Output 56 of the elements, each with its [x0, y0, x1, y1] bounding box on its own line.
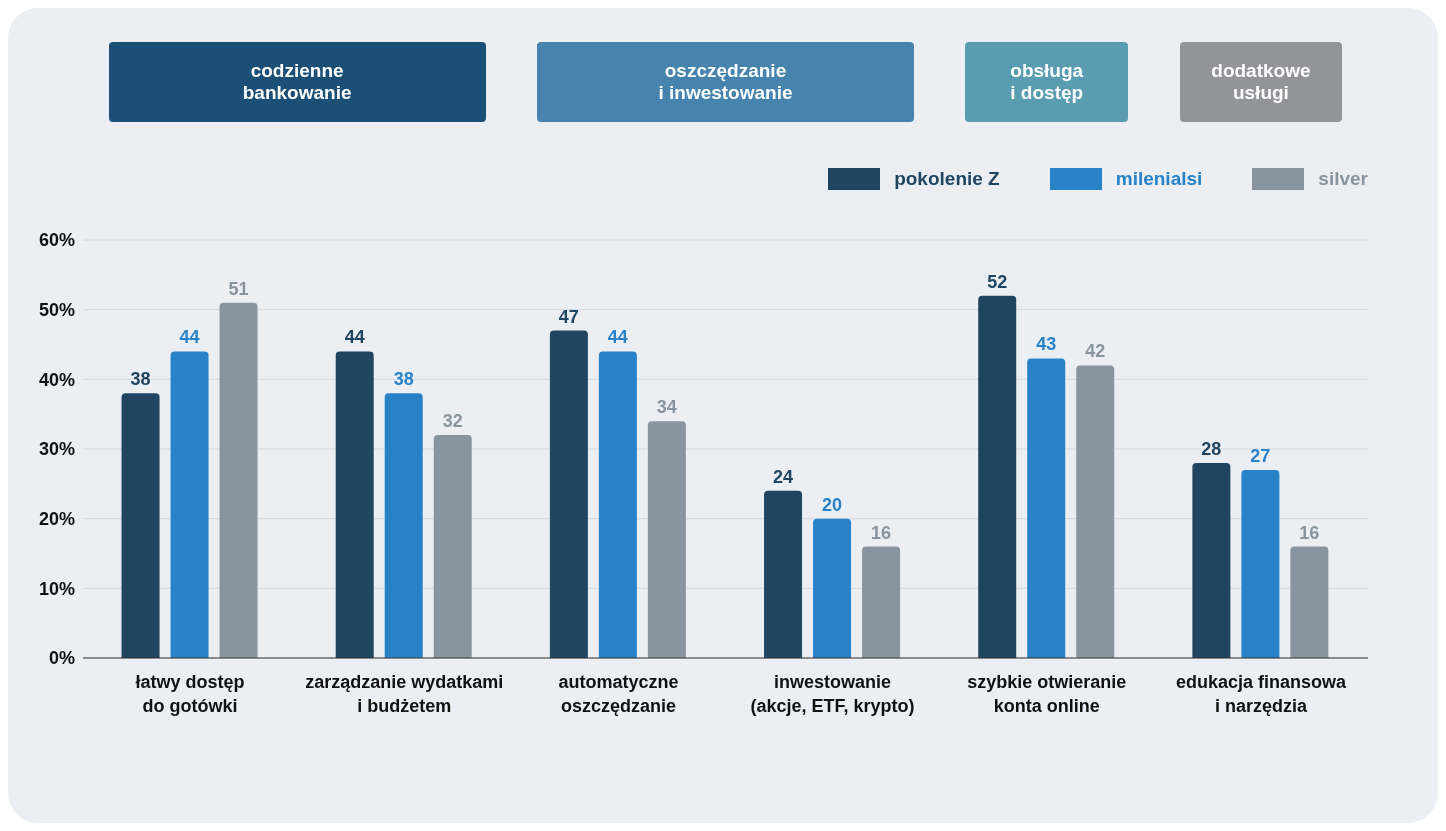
data-label: 16 [871, 522, 892, 543]
bar [813, 518, 852, 658]
bar [335, 351, 374, 658]
bar [121, 393, 160, 658]
data-label: 32 [442, 411, 463, 432]
bar [1027, 358, 1066, 658]
group-header: dodatkowe usługi [1179, 42, 1343, 122]
data-label: 44 [607, 327, 628, 348]
y-tick-label: 60% [38, 230, 75, 251]
data-label: 38 [393, 369, 414, 390]
data-label: 52 [987, 271, 1008, 292]
data-label: 44 [179, 327, 200, 348]
group-header: obsługa i dostęp [965, 42, 1129, 122]
data-label: 16 [1299, 522, 1320, 543]
x-tick-label: szybkie otwieranie konta online [967, 672, 1127, 716]
bar [433, 435, 472, 658]
data-label: 38 [130, 369, 151, 390]
x-tick-label: automatyczne oszczędzanie [558, 672, 679, 716]
bar [1241, 469, 1280, 658]
bar [647, 421, 686, 658]
bar [549, 330, 588, 658]
bar [219, 302, 258, 658]
legend-label: silver [1318, 168, 1368, 190]
group-header: oszczędzanie i inwestowanie [537, 42, 914, 122]
y-tick-label: 20% [38, 509, 75, 530]
data-label: 47 [558, 306, 579, 327]
data-label: 28 [1201, 438, 1222, 459]
data-label: 43 [1036, 334, 1057, 355]
bar [170, 351, 209, 658]
y-tick-label: 50% [38, 300, 75, 321]
bar [598, 351, 637, 658]
x-tick-label: inwestowanie (akcje, ETF, krypto) [750, 672, 915, 716]
group-header: codzienne bankowanie [108, 42, 486, 122]
bar [764, 490, 803, 658]
bar [1192, 462, 1231, 658]
y-tick-label: 40% [38, 369, 75, 390]
data-label: 27 [1250, 445, 1271, 466]
y-tick-label: 0% [48, 648, 75, 669]
data-label: 42 [1085, 341, 1106, 362]
bar [1076, 365, 1115, 658]
bar [1290, 546, 1329, 658]
x-tick-label: zarządzanie wydatkami i budżetem [305, 672, 504, 716]
x-tick-label: edukacja finansowa i narzędzia [1175, 672, 1347, 716]
y-tick-label: 10% [38, 578, 75, 599]
legend-label: milenialsi [1115, 168, 1203, 190]
x-tick-label: łatwy dostęp do gotówki [135, 672, 245, 716]
data-label: 51 [228, 278, 249, 299]
data-label: 24 [773, 466, 794, 487]
y-tick-label: 30% [38, 439, 75, 460]
bar [862, 546, 901, 658]
data-label: 44 [344, 327, 365, 348]
bar [384, 393, 423, 658]
legend-label: pokolenie Z [894, 168, 1000, 190]
bar [978, 295, 1017, 658]
data-label: 34 [656, 397, 677, 418]
data-label: 20 [822, 494, 843, 515]
